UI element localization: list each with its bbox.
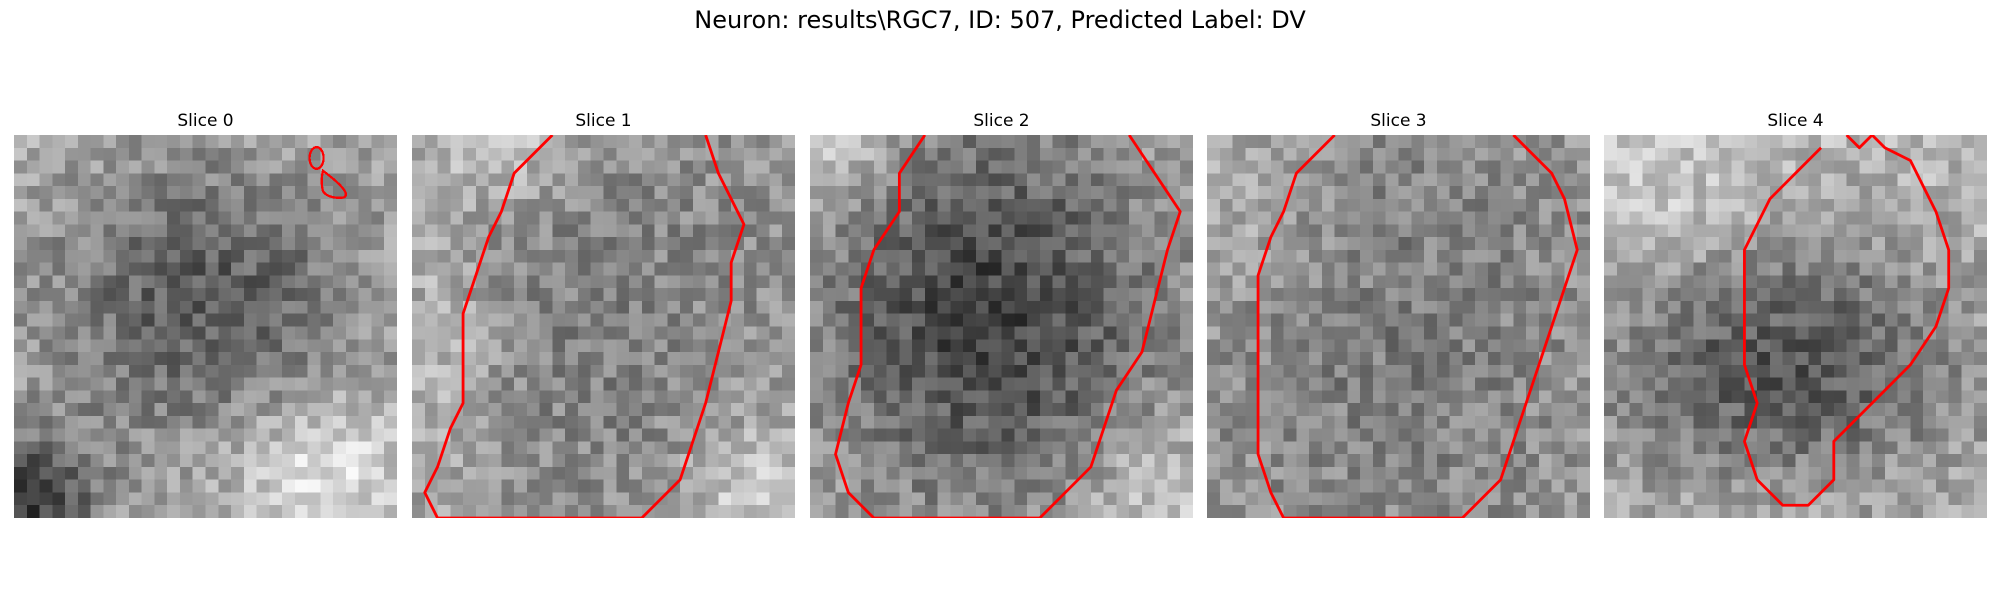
slice-panel-0: Slice 0 [14, 108, 397, 518]
slice-image [412, 135, 795, 518]
slice-title: Slice 2 [973, 111, 1030, 131]
cell-contour [320, 168, 348, 199]
slice-title: Slice 3 [1370, 111, 1427, 131]
slice-title: Slice 1 [575, 111, 632, 131]
cell-contour [1256, 135, 1579, 518]
slice-panel-1: Slice 1 [412, 108, 795, 518]
cell-contour [1743, 135, 1951, 507]
slice-panel-2: Slice 2 [810, 108, 1193, 518]
figure-title: Neuron: results\RGC7, ID: 507, Predicted… [694, 6, 1306, 34]
slice-image [14, 135, 397, 518]
cell-contour [834, 135, 1182, 518]
slice-panel-4: Slice 4 [1604, 108, 1987, 518]
slice-title: Slice 4 [1767, 111, 1824, 131]
slice-title: Slice 0 [177, 111, 234, 131]
cell-contour [308, 145, 325, 170]
slice-image [810, 135, 1193, 518]
slice-image [1604, 135, 1987, 518]
slice-image [1207, 135, 1590, 518]
slice-panel-3: Slice 3 [1207, 108, 1590, 518]
cell-contour [423, 135, 746, 518]
